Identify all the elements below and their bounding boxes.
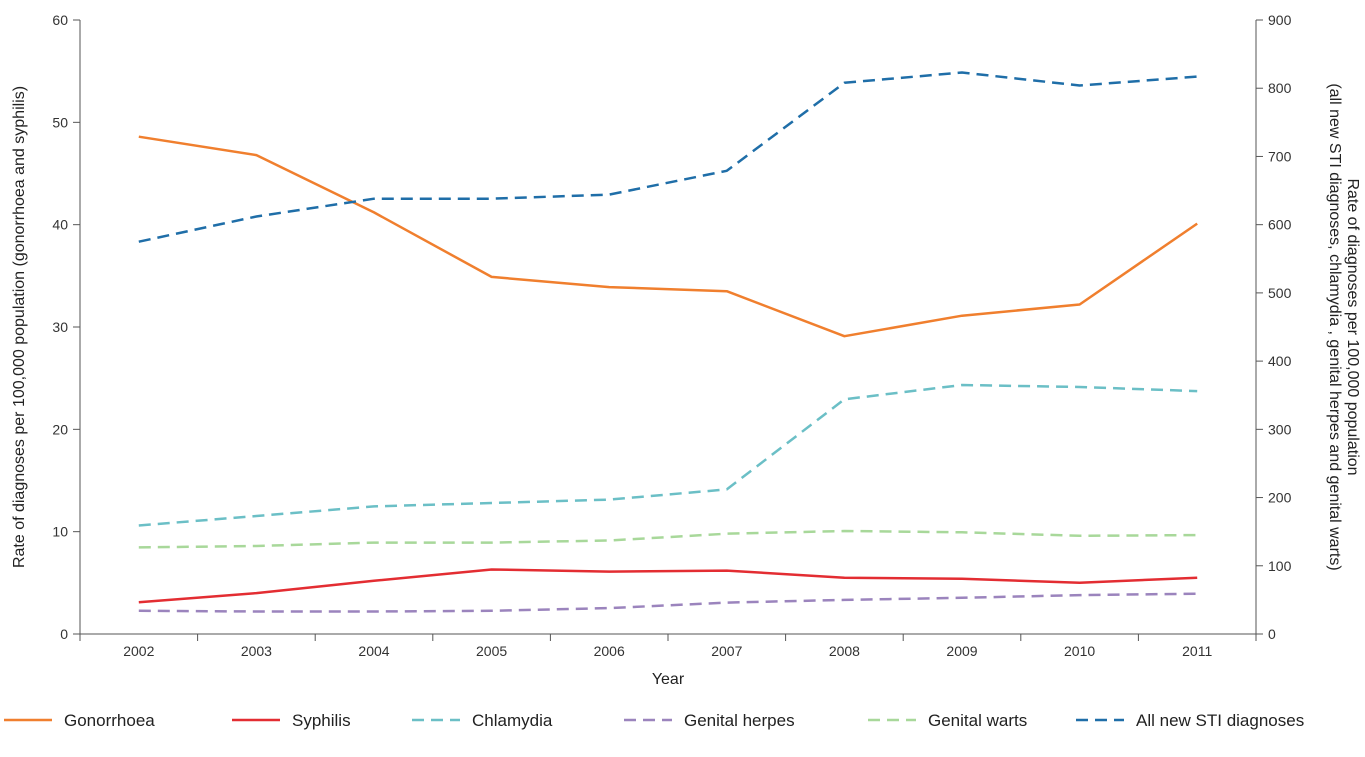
right-y-axis-title-line1: Rate of diagnoses per 100,000 population <box>1344 178 1361 475</box>
right-y-tick-label: 400 <box>1268 353 1292 369</box>
series-line-all-new-sti-diagnoses <box>138 71 1198 243</box>
right-y-tick-label: 700 <box>1268 148 1292 164</box>
series-line-syphilis <box>138 568 1198 604</box>
right-y-tick-label: 100 <box>1268 558 1292 574</box>
x-tick-label: 2005 <box>476 643 507 659</box>
left-y-tick-label: 50 <box>52 114 68 130</box>
left-y-ticks: 0 10 20 30 40 50 60 <box>52 12 80 642</box>
x-axis-title: Year <box>652 671 685 688</box>
left-y-tick-label: 60 <box>52 12 68 28</box>
right-y-tick-label: 300 <box>1268 421 1292 437</box>
right-y-tick-label: 0 <box>1268 626 1276 642</box>
right-y-tick-label: 200 <box>1268 490 1292 506</box>
axes <box>79 20 1257 635</box>
x-ticks: 2002 2003 2004 2005 2006 2007 2008 2009 2010 2011 <box>79 634 1257 659</box>
x-tick-label: 2004 <box>358 643 389 659</box>
left-y-tick-label: 40 <box>52 217 68 233</box>
left-y-tick-label: 0 <box>60 626 68 642</box>
right-y-ticks: 0 100 200 300 400 500 600 700 800 900 <box>1256 12 1292 642</box>
x-tick-label: 2009 <box>946 643 977 659</box>
right-y-tick-label: 600 <box>1268 217 1292 233</box>
legend: Gonorrhoea Syphilis Chlamydia Genital herpe… <box>4 711 1304 730</box>
x-tick-label: 2003 <box>241 643 272 659</box>
legend-label-syphilis: Syphilis <box>292 711 351 730</box>
left-y-tick-label: 30 <box>52 319 68 335</box>
x-tick-label: 2006 <box>594 643 625 659</box>
legend-label-genital-herpes: Genital herpes <box>684 711 795 730</box>
right-y-axis-title-line2: (all new STI diagnoses, chlamydia , geni… <box>1326 83 1343 570</box>
series-layer <box>138 71 1198 613</box>
legend-label-all-new-sti-diagnoses: All new STI diagnoses <box>1136 711 1304 730</box>
legend-label-genital-warts: Genital warts <box>928 711 1027 730</box>
right-y-tick-label: 500 <box>1268 285 1292 301</box>
series-line-genital-warts <box>138 529 1198 549</box>
x-tick-label: 2008 <box>829 643 860 659</box>
x-tick-label: 2002 <box>123 643 154 659</box>
left-y-tick-label: 10 <box>52 524 68 540</box>
right-y-tick-label: 900 <box>1268 12 1292 28</box>
x-tick-label: 2010 <box>1064 643 1095 659</box>
series-line-chlamydia <box>138 383 1198 527</box>
series-line-genital-herpes <box>138 592 1198 613</box>
left-y-tick-label: 20 <box>52 421 68 437</box>
series-line-gonorrhoea <box>138 135 1198 338</box>
legend-label-chlamydia: Chlamydia <box>472 711 553 730</box>
left-y-axis-title: Rate of diagnoses per 100,000 population… <box>11 86 28 568</box>
right-y-tick-label: 800 <box>1268 80 1292 96</box>
x-tick-label: 2007 <box>711 643 742 659</box>
x-tick-label: 2011 <box>1182 643 1212 659</box>
legend-label-gonorrhoea: Gonorrhoea <box>64 711 155 730</box>
